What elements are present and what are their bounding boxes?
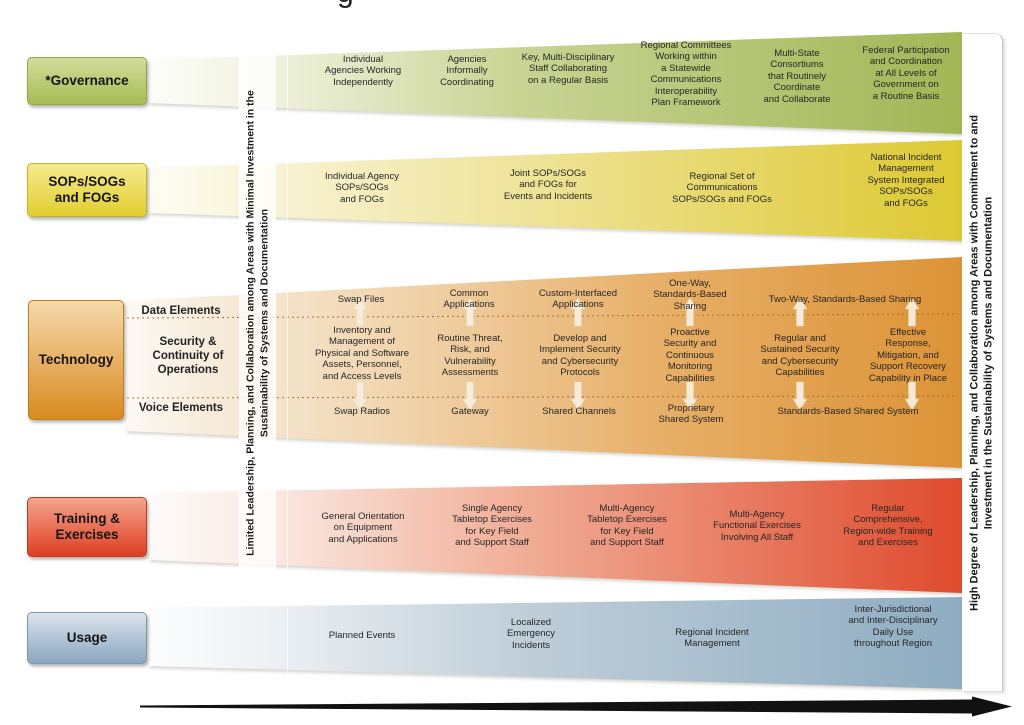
usage-cell: Regional Incident Management	[675, 627, 749, 650]
tech-data-cell: One-Way, Standards-Based Sharing	[653, 278, 727, 312]
tech-security-cell: Routine Threat, Risk, and Vulnerability …	[437, 333, 503, 379]
tech-voice-cell: Shared Channels	[542, 406, 616, 417]
down-arrow-icon	[570, 381, 586, 411]
down-arrow-icon	[682, 381, 698, 411]
training-cell: Regular Comprehensive, Region-wide Train…	[843, 503, 933, 549]
governance-cell: Individual Agencies Working Independentl…	[324, 54, 402, 88]
governance-cell: Federal Participation and Coordination a…	[862, 45, 950, 102]
row-label-sops: SOPs/SOGs and FOGs	[27, 163, 147, 217]
tech-data-cell: Two-Way, Standards-Based Sharing	[768, 294, 922, 305]
up-arrow-icon	[570, 297, 586, 327]
down-arrow-icon	[352, 381, 368, 411]
sublabel-voice-elements: Voice Elements	[138, 402, 224, 414]
down-arrow-icon	[462, 381, 478, 411]
sops-cell: Joint SOPs/SOGs and FOGs for Events and …	[503, 168, 593, 202]
up-arrow-icon	[904, 297, 920, 327]
sublabel-data-elements: Data Elements	[141, 305, 221, 317]
down-arrow-icon	[792, 381, 808, 411]
governance-cell: Agencies Informally Coordinating	[440, 54, 494, 88]
right-axis-label: High Degree of Leadership, Planning, and…	[968, 114, 995, 611]
governance-band	[148, 32, 962, 134]
cropped-title-fragment: g	[337, 0, 354, 10]
sops-cell: National Incident Management System Inte…	[867, 152, 945, 209]
row-label-governance: *Governance	[27, 57, 147, 105]
row-label-training: Training & Exercises	[27, 497, 147, 557]
down-arrow-icon	[904, 381, 920, 411]
right-axis-band: High Degree of Leadership, Planning, and…	[962, 33, 1003, 691]
tech-voice-cell: Swap Radios	[334, 406, 390, 417]
tech-data-cell: Common Applications	[443, 288, 495, 311]
sops-band	[148, 140, 962, 241]
tech-security-cell: Regular and Sustained Security and Cyber…	[760, 333, 840, 379]
tech-security-cell: Proactive Security and Continuous Monito…	[663, 327, 717, 384]
tech-data-cell: Custom-Interfaced Applications	[538, 288, 618, 311]
usage-band	[148, 597, 962, 689]
tech-data-cell: Swap Files	[337, 294, 385, 305]
training-cell: Single Agency Tabletop Exercises for Key…	[452, 503, 532, 549]
technology-band	[125, 257, 962, 468]
usage-cell: Planned Events	[328, 630, 396, 641]
tech-voice-cell: Standards-Based Shared System	[777, 406, 919, 417]
sops-cell: Individual Agency SOPs/SOGs and FOGs	[325, 171, 399, 205]
training-cell: Multi-Agency Functional Exercises Involv…	[713, 509, 801, 543]
left-axis-band: Limited Leadership, Planning, and Collab…	[239, 42, 276, 604]
sops-cell: Regional Set of Communications SOPs/SOGs…	[672, 171, 772, 205]
tech-security-cell: Develop and Implement Security and Cyber…	[539, 333, 621, 379]
tech-security-cell: Effective Response, Mitigation, and Supp…	[868, 327, 948, 384]
training-cell: General Orientation on Equipment and App…	[321, 511, 405, 545]
tech-divider-security-voice	[126, 395, 959, 399]
governance-cell: Regional Committees Working within a Sta…	[640, 40, 732, 108]
tech-divider-data-security	[126, 313, 959, 319]
band-edge-highlight	[287, 40, 288, 690]
up-arrow-icon	[792, 297, 808, 327]
governance-cell: Key, Multi-Disciplinary Staff Collaborat…	[521, 52, 615, 86]
left-axis-label: Limited Leadership, Planning, and Collab…	[243, 90, 270, 556]
training-cell: Multi-Agency Tabletop Exercises for Key …	[587, 503, 667, 549]
up-arrow-icon	[462, 297, 478, 327]
row-label-technology: Technology	[28, 300, 124, 420]
training-band	[148, 478, 962, 593]
tech-security-cell: Inventory and Management of Physical and…	[315, 325, 409, 382]
row-label-usage: Usage	[27, 612, 147, 664]
governance-cell: Multi-State Consortiums that Routinely C…	[763, 48, 831, 105]
sublabel-security-continuity: Security & Continuity of Operations	[152, 336, 224, 376]
tech-voice-cell: Gateway	[451, 406, 489, 417]
continuum-axis-arrow	[140, 696, 1012, 717]
usage-cell: Inter-Jurisdictional and Inter-Disciplin…	[848, 604, 938, 650]
usage-cell: Localized Emergency Incidents	[506, 617, 556, 651]
up-arrow-icon	[352, 297, 368, 327]
tech-voice-cell: Proprietary Shared System	[658, 403, 724, 426]
up-arrow-icon	[682, 297, 698, 327]
